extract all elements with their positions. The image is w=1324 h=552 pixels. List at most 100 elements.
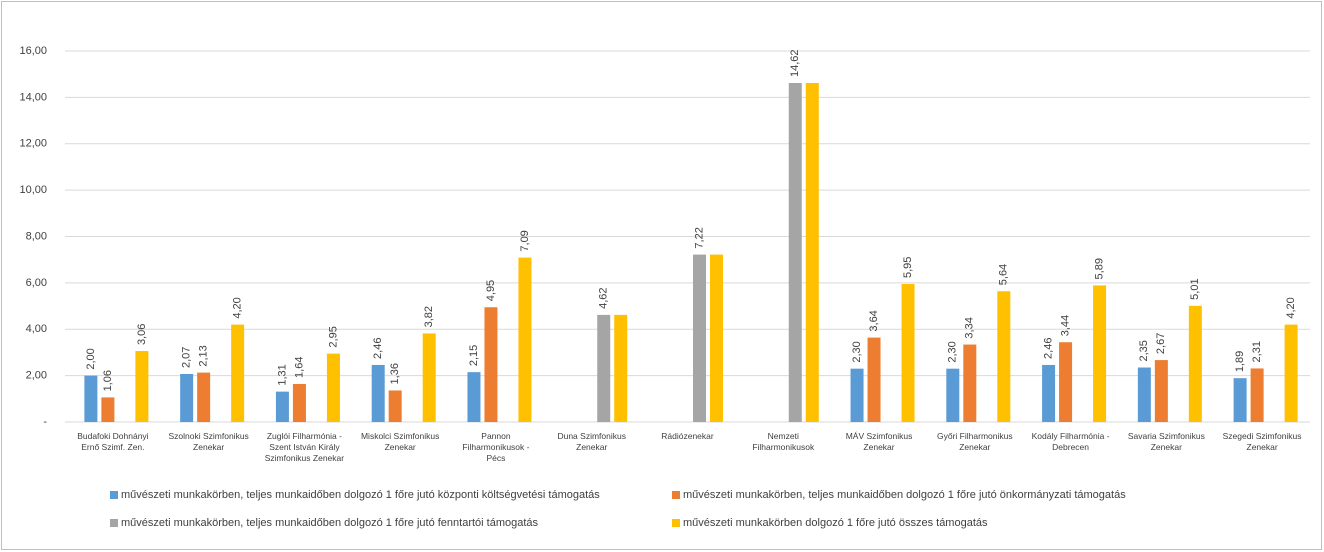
data-label: 4,95: [485, 280, 497, 301]
bar: [275, 391, 289, 422]
x-tick-label: Kodály Filharmónia - Debrecen: [1031, 431, 1110, 452]
bar: [946, 368, 960, 422]
bar: [1233, 378, 1247, 422]
bar: [1188, 305, 1202, 422]
legend-swatch: [110, 519, 118, 527]
bar: [1093, 285, 1107, 422]
data-label: 1,89: [1234, 351, 1246, 372]
bar: [518, 257, 532, 422]
legend-swatch: [672, 491, 680, 499]
data-label: 2,13: [198, 345, 210, 366]
data-label: 7,09: [519, 230, 531, 251]
y-tick-label: 12,00: [19, 138, 47, 150]
x-tick-label: Győri Filharmonikus Zenekar: [937, 431, 1013, 452]
data-label: 4,20: [232, 297, 244, 318]
bar: [867, 337, 881, 422]
bar: [1059, 342, 1073, 422]
data-label: 1,36: [389, 363, 401, 384]
x-tick-label: MÁV Szimfonikus Zenekar: [845, 431, 913, 452]
x-tick-label: Pannon Filharmonikusok - Pécs: [462, 431, 530, 463]
data-label: 5,95: [902, 257, 914, 278]
legend-label: művészeti munkakörben, teljes munkaidőbe…: [683, 489, 1126, 501]
data-label: 2,15: [468, 345, 480, 366]
data-label: 2,07: [181, 347, 193, 368]
data-label: 2,31: [1251, 341, 1263, 362]
bar: [1250, 368, 1264, 422]
y-tick-label: 4,00: [26, 323, 47, 335]
bar: [788, 82, 802, 422]
bar: [805, 82, 819, 422]
bar: [135, 351, 149, 422]
x-tick-label: Duna Szimfonikus Zenekar: [557, 431, 626, 452]
data-label: 3,34: [964, 317, 976, 338]
data-label: 2,30: [947, 341, 959, 362]
data-label: 1,64: [293, 357, 305, 378]
data-label: 3,82: [423, 306, 435, 327]
x-tick-label: Szolnoki Szimfonikus Zenekar: [168, 431, 249, 452]
bar: [292, 383, 306, 422]
data-label: 4,62: [598, 287, 610, 308]
x-tick-label: Rádiózenekar: [661, 431, 714, 441]
y-tick-label: 16,00: [19, 45, 47, 57]
bar: [693, 254, 706, 422]
data-label: 7,22: [693, 227, 705, 248]
legend-label: művészeti munkakörben, teljes munkaidőbe…: [121, 517, 539, 529]
data-label: 1,31: [276, 364, 288, 385]
y-tick-label: 8,00: [26, 230, 47, 242]
bar: [388, 390, 402, 422]
bar: [326, 353, 340, 422]
data-label: 14,62: [789, 49, 801, 77]
bar: [180, 374, 194, 422]
x-tick-label: Savaria Szimfonikus Zenekar: [1127, 431, 1205, 452]
bar: [614, 314, 628, 422]
y-tick-label: 14,00: [19, 91, 47, 103]
y-tick-label: 10,00: [19, 184, 47, 196]
y-tick-label: 2,00: [26, 370, 47, 382]
data-label: 1,06: [102, 370, 114, 391]
data-label: 3,44: [1059, 315, 1071, 336]
bar: [84, 375, 98, 422]
data-label: 2,00: [85, 348, 97, 369]
data-label: 5,64: [998, 264, 1010, 285]
bar: [422, 333, 436, 422]
legend-swatch: [672, 519, 680, 527]
data-label: 4,20: [1285, 297, 1297, 318]
bar: [597, 314, 611, 422]
bar: [371, 364, 385, 422]
bar: [1042, 364, 1056, 422]
x-tick-label: Zuglói Filharmónia - Szent István Király…: [264, 431, 345, 463]
data-label: 2,30: [851, 341, 863, 362]
data-label: 5,01: [1189, 278, 1201, 299]
bar: [484, 307, 498, 422]
bar: [1154, 360, 1168, 422]
legend-label: művészeti munkakörben dolgozó 1 főre jut…: [683, 517, 988, 529]
bar: [963, 344, 977, 422]
data-label: 3,64: [868, 310, 880, 331]
legend-label: művészeti munkakörben, teljes munkaidőbe…: [121, 489, 600, 501]
data-label: 2,95: [327, 326, 339, 347]
x-tick-label: Szegedi Szimfonikus Zenekar: [1222, 431, 1302, 452]
legend-swatch: [110, 491, 118, 499]
bar: [710, 254, 723, 422]
data-label: 3,06: [136, 324, 148, 345]
bar: [231, 324, 245, 422]
x-tick-label: Nemzeti Filharmonikusok: [752, 431, 815, 452]
x-tick-label: Miskolci Szimfonikus Zenekar: [360, 431, 440, 452]
bar: [997, 291, 1011, 422]
bar: [197, 372, 211, 422]
bar: [467, 372, 481, 422]
bar: [101, 397, 115, 422]
y-tick-label: -: [43, 416, 47, 428]
x-tick-label: Budafoki Dohnányi Ernő Szimf. Zen.: [77, 431, 149, 452]
bar: [901, 284, 915, 422]
y-tick-label: 6,00: [26, 277, 47, 289]
data-label: 5,89: [1093, 258, 1105, 279]
bar: [1137, 367, 1151, 422]
data-label: 2,46: [1042, 338, 1054, 359]
data-label: 2,46: [372, 338, 384, 359]
bar: [1284, 324, 1298, 422]
data-label: 2,35: [1138, 340, 1150, 361]
